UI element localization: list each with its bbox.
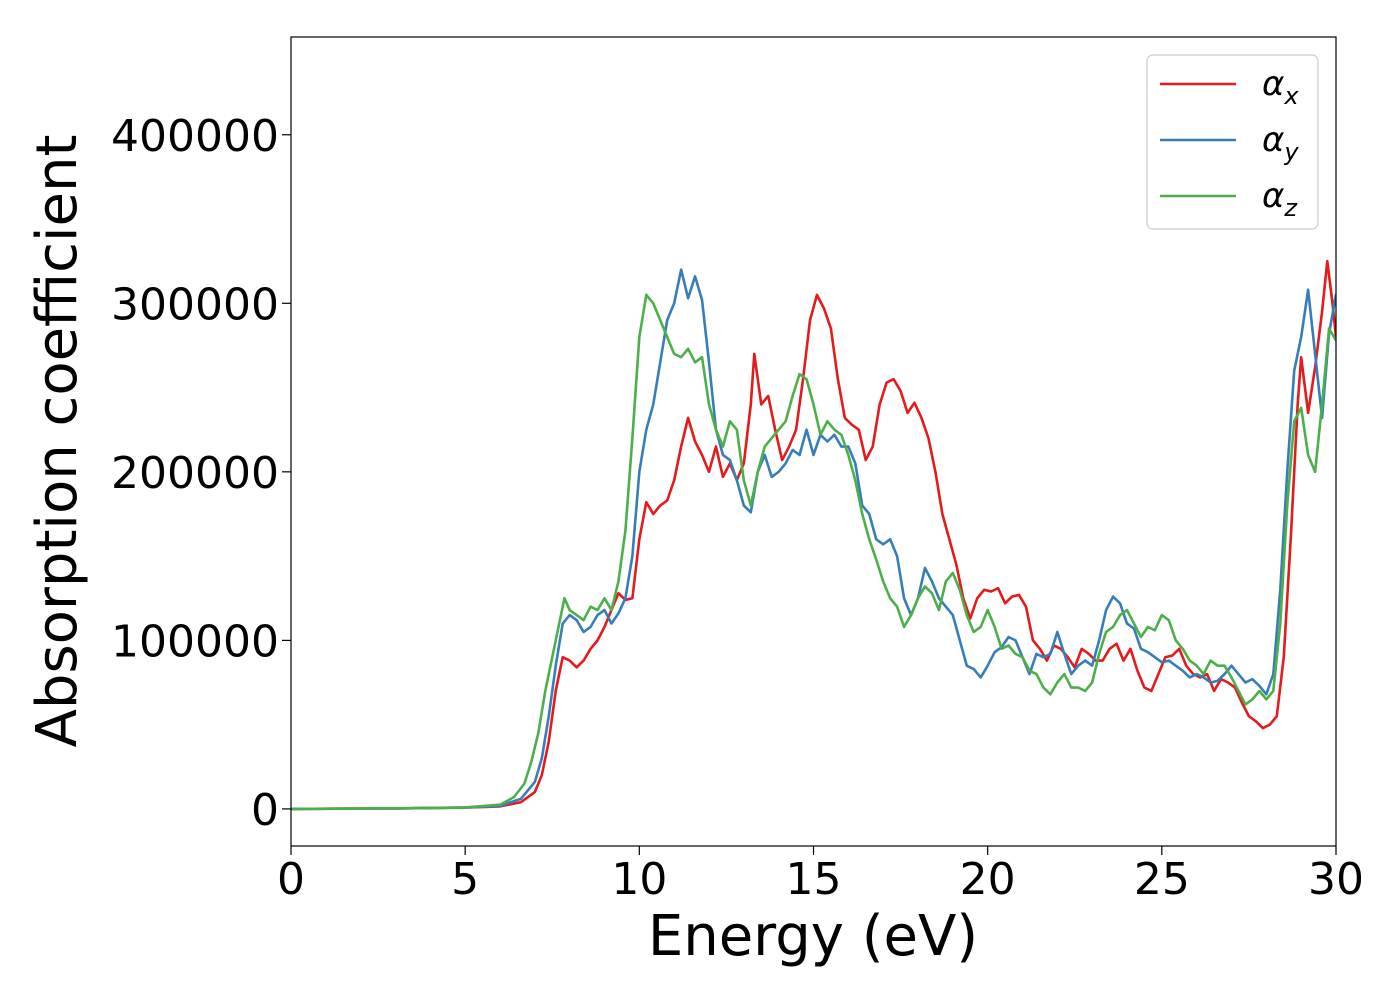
legend-frame <box>1146 54 1319 230</box>
series-line-z <box>291 293 1336 811</box>
series-layer <box>291 259 1336 811</box>
y-tick-label: 100000 <box>111 616 279 667</box>
y-tick-label: 200000 <box>111 448 279 499</box>
legend: αx αy αz <box>1146 54 1319 230</box>
series-line-x <box>291 259 1336 811</box>
legend-label-x: αx <box>1262 64 1299 110</box>
x-tick-label: 15 <box>786 854 842 905</box>
x-tick-label: 30 <box>1308 854 1364 905</box>
x-tick-label: 25 <box>1134 854 1190 905</box>
y-axis-title: Absorption coefficient <box>25 135 90 748</box>
x-axis-title: Energy (eV) <box>648 904 978 969</box>
legend-label-y: αy <box>1262 120 1299 166</box>
x-tick-label: 10 <box>611 854 667 905</box>
x-tick-label: 0 <box>277 854 305 905</box>
y-tick-label: 0 <box>251 785 279 836</box>
y-axis: 0 100000 200000 300000 400000 <box>111 111 291 836</box>
y-tick-label: 300000 <box>111 279 279 330</box>
x-tick-label: 5 <box>451 854 479 905</box>
x-axis: 0 5 10 15 20 25 30 <box>277 846 1364 905</box>
x-tick-label: 20 <box>960 854 1016 905</box>
legend-label-z: αz <box>1262 176 1298 222</box>
y-tick-label: 400000 <box>111 111 279 162</box>
series-line-y <box>291 268 1336 811</box>
